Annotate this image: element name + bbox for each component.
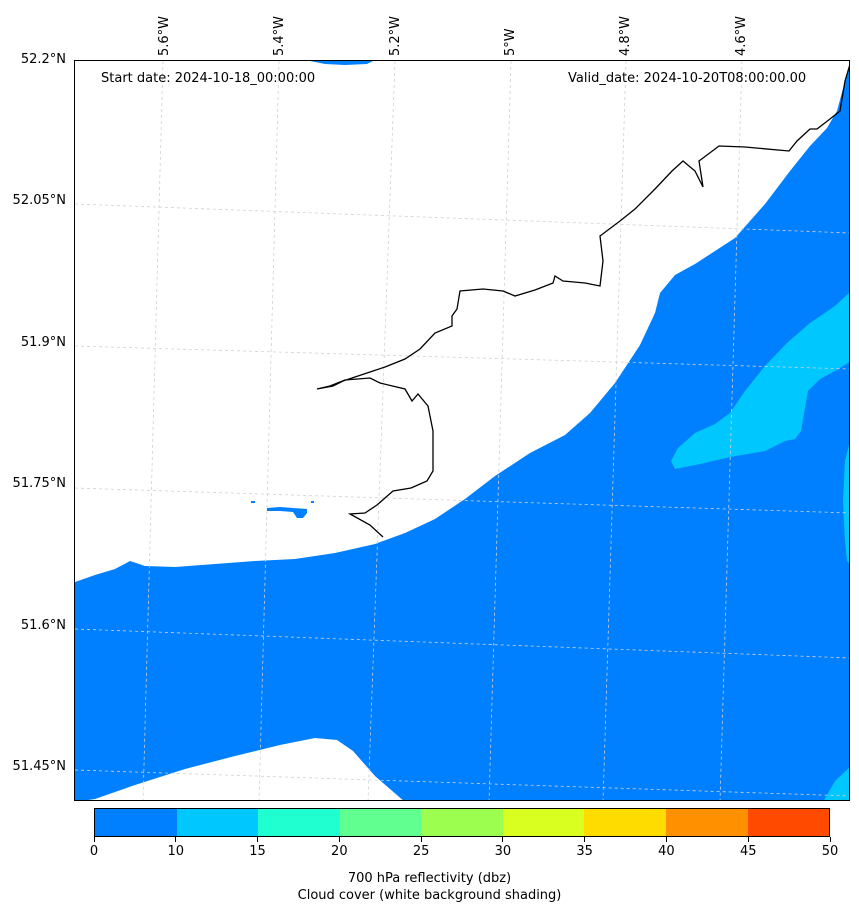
reflectivity-speck-1 [251,501,255,503]
valid-date-text: Valid_date: 2024-10-20T08:00:00.00 [568,71,807,86]
lat-label-52.05n: 52.05°N [12,193,66,208]
lat-label-51.45n: 51.45°N [12,759,66,774]
lon-label-4.8w: 4.8°W [618,15,633,56]
colorbar-sublabel: Cloud cover (white background shading) [297,888,562,903]
reflectivity-speck-2 [311,501,314,503]
colorbar-tick-25 [420,837,422,842]
colorbar-tick-label-25: 25 [412,844,430,859]
reflectivity-band-10-15 [671,292,849,469]
map-canvas [75,61,849,800]
colorbar-tick-40 [665,837,667,842]
colorbar-tick-20 [338,837,340,842]
reflectivity-patch-top [310,61,373,65]
start-date-text: Start date: 2024-10-18_00:00:00 [101,71,316,86]
colorbar-tick-label-20: 20 [331,844,348,859]
colorbar-tick-label-45: 45 [739,844,757,859]
colorbar-segment-6 [584,809,666,836]
reflectivity-band-10-15-corner [824,767,849,800]
lat-label-51.6n: 51.6°N [20,618,66,633]
lon-label-5.2w: 5.2°W [388,15,403,56]
reflectivity-band-0-10 [75,69,849,800]
colorbar-tick-label-35: 35 [576,844,593,859]
colorbar-tick-0 [93,837,95,842]
reflectivity-patch-coast [267,507,307,518]
colorbar-tick-label-40: 40 [658,844,675,859]
lon-label-5.4w: 5.4°W [272,15,287,56]
colorbar-tick-30 [502,837,504,842]
colorbar-segment-4 [421,809,503,836]
colorbar [94,808,830,837]
lat-label-52.2n: 52.2°N [20,52,66,67]
lon-label-4.6w: 4.6°W [734,15,749,56]
map-panel [74,60,850,801]
colorbar-tick-label-30: 30 [494,844,512,859]
lon-label-5w: 5°W [503,28,518,56]
colorbar-label: 700 hPa reflectivity (dbz) [347,871,512,886]
colorbar-tick-45 [747,837,749,842]
lat-label-51.9n: 51.9°N [20,335,66,350]
colorbar-tick-35 [584,837,586,842]
colorbar-tick-label-50: 50 [821,844,839,859]
colorbar-tick-label-15: 15 [249,844,266,859]
colorbar-segment-5 [502,809,585,836]
colorbar-tick-15 [257,837,259,842]
colorbar-segment-0 [95,809,177,836]
lon-label-5.6w: 5.6°W [157,15,172,56]
colorbar-tick-50 [829,837,831,842]
colorbar-tick-label-0: 0 [89,844,99,859]
colorbar-tick-10 [175,837,177,842]
colorbar-segment-2 [258,809,340,836]
lat-label-51.75n: 51.75°N [12,476,66,491]
colorbar-segment-3 [339,809,422,836]
colorbar-segment-8 [747,809,830,836]
colorbar-tick-label-10: 10 [167,844,185,859]
colorbar-segment-1 [176,809,259,836]
reflectivity-band-10-15-edge [843,445,849,564]
coastline [316,65,849,538]
colorbar-segment-7 [665,809,748,836]
